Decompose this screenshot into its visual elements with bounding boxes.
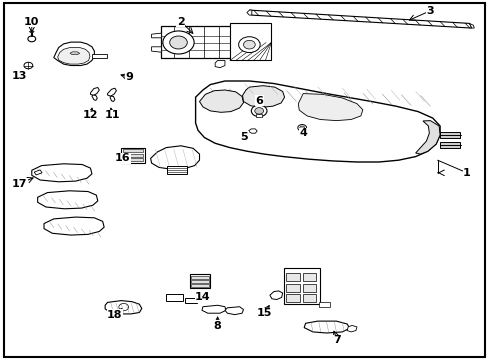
Polygon shape xyxy=(215,60,224,68)
Bar xyxy=(191,276,208,279)
Bar xyxy=(166,294,183,301)
Text: 5: 5 xyxy=(240,132,248,142)
Text: 7: 7 xyxy=(333,335,341,345)
Polygon shape xyxy=(34,170,42,175)
Text: 13: 13 xyxy=(12,71,27,81)
Circle shape xyxy=(24,62,33,69)
Bar xyxy=(189,274,210,288)
Text: 3: 3 xyxy=(426,6,433,16)
Text: 14: 14 xyxy=(195,292,210,302)
Bar xyxy=(302,284,316,292)
Polygon shape xyxy=(107,88,116,96)
Bar xyxy=(161,26,246,58)
Bar xyxy=(318,302,329,307)
Text: 15: 15 xyxy=(256,308,271,318)
Polygon shape xyxy=(304,321,349,333)
Polygon shape xyxy=(242,86,284,107)
Bar xyxy=(285,284,299,292)
Bar xyxy=(439,132,459,138)
Polygon shape xyxy=(346,325,356,332)
Polygon shape xyxy=(70,52,80,55)
Polygon shape xyxy=(269,291,282,300)
Circle shape xyxy=(243,40,255,49)
Text: 11: 11 xyxy=(104,110,120,120)
Circle shape xyxy=(254,108,263,114)
Polygon shape xyxy=(249,10,471,28)
Polygon shape xyxy=(54,42,94,66)
Circle shape xyxy=(297,125,306,131)
Text: 10: 10 xyxy=(24,17,40,27)
Bar xyxy=(283,268,320,304)
Bar xyxy=(191,280,208,283)
Bar xyxy=(302,273,316,281)
Text: 4: 4 xyxy=(299,128,306,138)
Polygon shape xyxy=(246,10,251,15)
Bar xyxy=(229,23,271,60)
Bar xyxy=(184,298,197,303)
Circle shape xyxy=(299,126,304,130)
Text: 18: 18 xyxy=(107,310,122,320)
Text: 17: 17 xyxy=(12,179,27,189)
Bar xyxy=(302,294,316,302)
Circle shape xyxy=(238,37,260,53)
Circle shape xyxy=(169,36,187,49)
Polygon shape xyxy=(29,30,34,33)
Bar xyxy=(439,142,459,148)
Polygon shape xyxy=(298,94,362,121)
Bar xyxy=(121,148,144,163)
Polygon shape xyxy=(248,129,257,133)
Polygon shape xyxy=(151,33,161,38)
Bar xyxy=(123,154,142,157)
Text: 1: 1 xyxy=(462,168,470,178)
Polygon shape xyxy=(199,90,243,112)
Text: 9: 9 xyxy=(125,72,133,82)
Circle shape xyxy=(163,31,194,54)
Polygon shape xyxy=(224,307,243,315)
Polygon shape xyxy=(90,87,99,95)
Polygon shape xyxy=(195,81,439,162)
Circle shape xyxy=(28,36,36,42)
Bar xyxy=(123,149,142,152)
Circle shape xyxy=(251,105,266,117)
Bar xyxy=(92,54,106,58)
Polygon shape xyxy=(415,121,439,154)
Text: 12: 12 xyxy=(82,110,98,120)
Bar xyxy=(285,273,299,281)
Text: 6: 6 xyxy=(255,96,263,106)
Polygon shape xyxy=(110,96,115,102)
Polygon shape xyxy=(58,48,90,64)
Polygon shape xyxy=(151,47,161,52)
Text: 16: 16 xyxy=(114,153,130,163)
Bar xyxy=(285,294,299,302)
Circle shape xyxy=(119,303,128,311)
Polygon shape xyxy=(105,301,142,314)
Text: 8: 8 xyxy=(213,321,221,331)
Polygon shape xyxy=(38,191,98,209)
Polygon shape xyxy=(150,146,199,169)
Bar xyxy=(123,158,142,161)
Polygon shape xyxy=(468,23,473,28)
Bar xyxy=(191,284,208,287)
Polygon shape xyxy=(44,217,104,235)
Polygon shape xyxy=(202,305,225,313)
Text: 2: 2 xyxy=(177,17,184,27)
Bar xyxy=(167,166,186,174)
Polygon shape xyxy=(92,95,97,100)
Polygon shape xyxy=(32,164,92,182)
Bar xyxy=(256,114,262,117)
